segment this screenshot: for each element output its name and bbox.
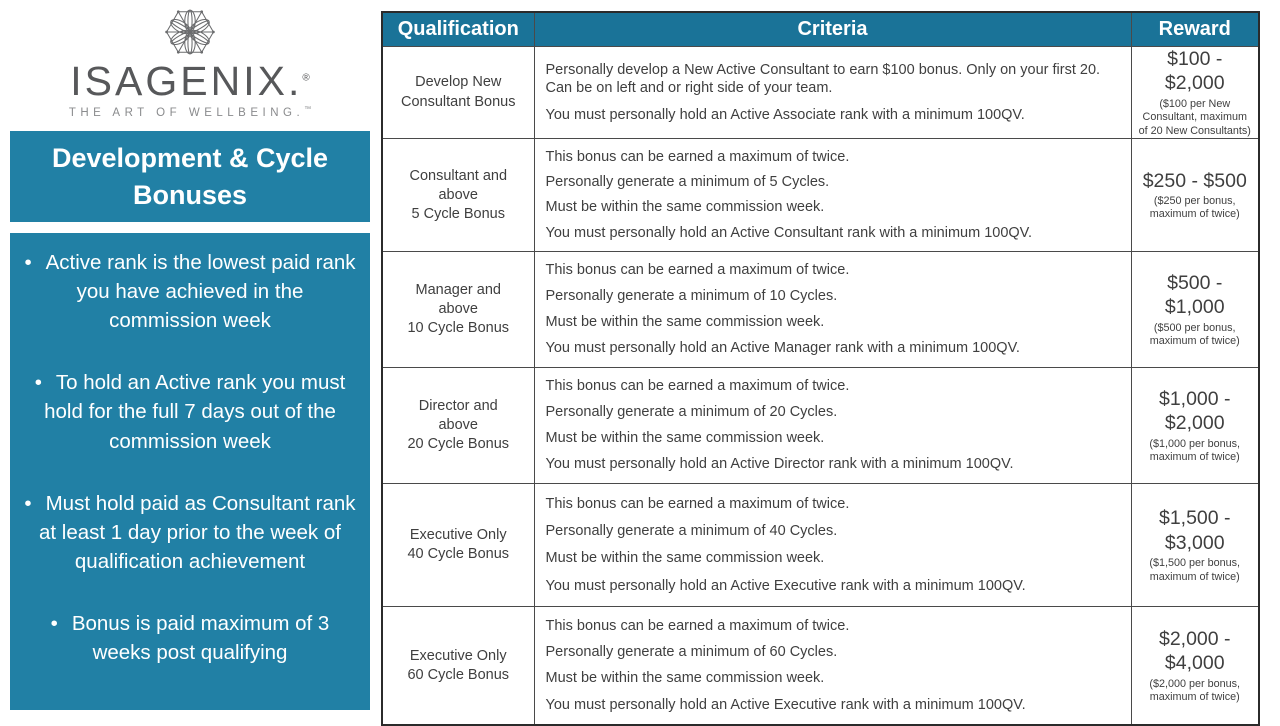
qualification-line: 60 Cycle Bonus (407, 666, 510, 683)
registered-mark: ® (302, 72, 310, 84)
table-row: Director and above 20 Cycle Bonus This b… (381, 367, 1260, 485)
criteria-cell: This bonus can be earned a maximum of tw… (533, 483, 1132, 608)
header-qualification: Qualification (381, 11, 535, 47)
qualification-line: Executive Only (409, 527, 507, 544)
criteria-cell: This bonus can be earned a maximum of tw… (533, 367, 1132, 485)
criteria-line: Personally generate a minimum of 60 Cycl… (545, 644, 838, 661)
qualification-line: Director and (418, 398, 498, 415)
logo-tagline: THE ART OF WELLBEING.™ (68, 106, 312, 119)
table-row: Consultant and above 5 Cycle Bonus This … (381, 138, 1260, 253)
table-row: Executive Only 60 Cycle Bonus This bonus… (381, 606, 1260, 726)
reward-cell: $1,500 - $3,000 ($1,500 per bonus, maxim… (1130, 483, 1260, 608)
logo-wordmark: ISAGENIX.® (70, 58, 310, 104)
reward-cell: $100 - $2,000 ($100 per New Consultant, … (1130, 45, 1260, 140)
bullet-marker: • (34, 371, 42, 395)
reward-amount: $500 - $1,000 (1164, 271, 1225, 319)
bullet-item: • Active rank is the lowest paid rank you… (24, 248, 356, 335)
qualification-line: Executive Only (409, 647, 507, 664)
qualification-cell: Manager and above 10 Cycle Bonus (381, 251, 535, 369)
trademark-mark: ™ (304, 106, 312, 114)
criteria-line: Must be within the same commission week. (545, 199, 825, 216)
bullet-text: Must hold paid as Consultant rank at lea… (39, 491, 356, 573)
bullet-marker: • (24, 251, 32, 274)
qualification-line: above (438, 186, 478, 203)
table-header-row: Qualification Criteria Reward (381, 11, 1260, 47)
criteria-line: Must be within the same commission week. (545, 430, 825, 447)
criteria-line: Must be within the same commission week. (545, 670, 825, 687)
qualification-line: 40 Cycle Bonus (407, 546, 510, 563)
criteria-line: This bonus can be earned a maximum of tw… (545, 262, 850, 279)
qualification-cell: Develop New Consultant Bonus (381, 45, 535, 140)
qualification-line: 20 Cycle Bonus (407, 436, 510, 453)
criteria-line: You must personally hold an Active Execu… (545, 577, 1026, 594)
reward-detail: ($2,000 per bonus, maximum of twice) (1149, 677, 1241, 704)
qualification-line: above (438, 301, 478, 318)
qualification-line: Manager and (415, 282, 501, 299)
qualification-cell: Executive Only 40 Cycle Bonus (381, 483, 535, 608)
criteria-line: You must personally hold an Active Manag… (545, 340, 1020, 357)
criteria-cell: Personally develop a New Active Consulta… (533, 45, 1132, 140)
reward-amount: $100 - $2,000 (1164, 48, 1225, 95)
reward-detail: ($500 per bonus, maximum of twice) (1149, 321, 1240, 348)
bullet-marker: • (24, 491, 32, 515)
reward-cell: $250 - $500 ($250 per bonus, maximum of … (1130, 138, 1260, 253)
criteria-line: You must personally hold an Active Consu… (545, 224, 1033, 241)
qualification-cell: Executive Only 60 Cycle Bonus (381, 606, 535, 726)
reward-detail: ($1,000 per bonus, maximum of twice) (1149, 437, 1241, 464)
reward-cell: $500 - $1,000 ($500 per bonus, maximum o… (1130, 251, 1260, 369)
reward-amount: $1,500 - $3,000 (1158, 507, 1231, 554)
bullet-item: • Must hold paid as Consultant rank at le… (24, 489, 356, 576)
bullet-text: Bonus is paid maximum of 3 weeks post qu… (71, 611, 330, 665)
bullet-text: To hold an Active rank you must hold for… (44, 371, 346, 453)
slide-title: Development & Cycle Bonuses (51, 143, 329, 210)
criteria-line: Must be within the same commission week. (545, 550, 825, 567)
bullet-marker: • (50, 611, 58, 635)
reward-detail: ($250 per bonus, maximum of twice) (1149, 194, 1240, 221)
bonus-table: Qualification Criteria Reward Develop Ne… (381, 11, 1260, 726)
qualification-line: above (438, 417, 478, 434)
bullet-text: Active rank is the lowest paid rank you … (45, 251, 356, 333)
reward-amount: $1,000 - $2,000 (1158, 387, 1231, 435)
criteria-line: This bonus can be earned a maximum of tw… (545, 378, 850, 395)
criteria-line: Personally generate a minimum of 5 Cycle… (545, 174, 830, 191)
notes-panel: • Active rank is the lowest paid rank you… (10, 233, 370, 710)
criteria-line: Personally develop a New Active Consulta… (545, 61, 1101, 97)
qualification-cell: Director and above 20 Cycle Bonus (381, 367, 535, 485)
table-row: Manager and above 10 Cycle Bonus This bo… (381, 251, 1260, 369)
qualification-line: 10 Cycle Bonus (407, 320, 510, 337)
reward-cell: $2,000 - $4,000 ($2,000 per bonus, maxim… (1130, 606, 1260, 726)
criteria-line: This bonus can be earned a maximum of tw… (545, 148, 850, 165)
header-reward: Reward (1130, 11, 1260, 47)
criteria-line: Personally generate a minimum of 10 Cycl… (545, 288, 838, 305)
qualification-line: Consultant and (409, 167, 508, 184)
qualification-line: Consultant Bonus (401, 93, 516, 110)
table-row: Executive Only 40 Cycle Bonus This bonus… (381, 483, 1260, 608)
reward-amount: $250 - $500 (1142, 169, 1247, 192)
qualification-cell: Consultant and above 5 Cycle Bonus (381, 138, 535, 253)
bullet-item: • To hold an Active rank you must hold fo… (24, 368, 356, 455)
criteria-line: This bonus can be earned a maximum of tw… (545, 495, 850, 512)
reward-cell: $1,000 - $2,000 ($1,000 per bonus, maxim… (1130, 367, 1260, 485)
hexagon-flower-icon (165, 9, 215, 55)
criteria-cell: This bonus can be earned a maximum of tw… (533, 606, 1132, 726)
reward-detail: ($1,500 per bonus, maximum of twice) (1149, 557, 1241, 583)
criteria-line: Personally generate a minimum of 20 Cycl… (545, 404, 838, 421)
criteria-line: Must be within the same commission week. (545, 314, 825, 331)
criteria-line: You must personally hold an Active Assoc… (545, 106, 1025, 123)
qualification-line: 5 Cycle Bonus (411, 205, 506, 222)
criteria-line: You must personally hold an Active Execu… (545, 696, 1026, 713)
reward-amount: $2,000 - $4,000 (1158, 627, 1231, 675)
isagenix-logo: ISAGENIX.® THE ART OF WELLBEING.™ (10, 6, 370, 119)
slide-title-box: Development & Cycle Bonuses (10, 131, 370, 222)
criteria-cell: This bonus can be earned a maximum of tw… (533, 138, 1132, 253)
reward-detail: ($100 per New Consultant, maximum of 20 … (1138, 97, 1251, 137)
qualification-line: Develop New (415, 74, 502, 91)
criteria-line: Personally generate a minimum of 40 Cycl… (545, 523, 838, 540)
criteria-cell: This bonus can be earned a maximum of tw… (533, 251, 1132, 369)
criteria-line: This bonus can be earned a maximum of tw… (545, 617, 850, 634)
criteria-line: You must personally hold an Active Direc… (545, 456, 1014, 473)
header-criteria: Criteria (533, 11, 1132, 47)
table-row: Develop New Consultant Bonus Personally … (381, 45, 1260, 140)
bullet-item: • Bonus is paid maximum of 3 weeks post q… (24, 609, 356, 667)
